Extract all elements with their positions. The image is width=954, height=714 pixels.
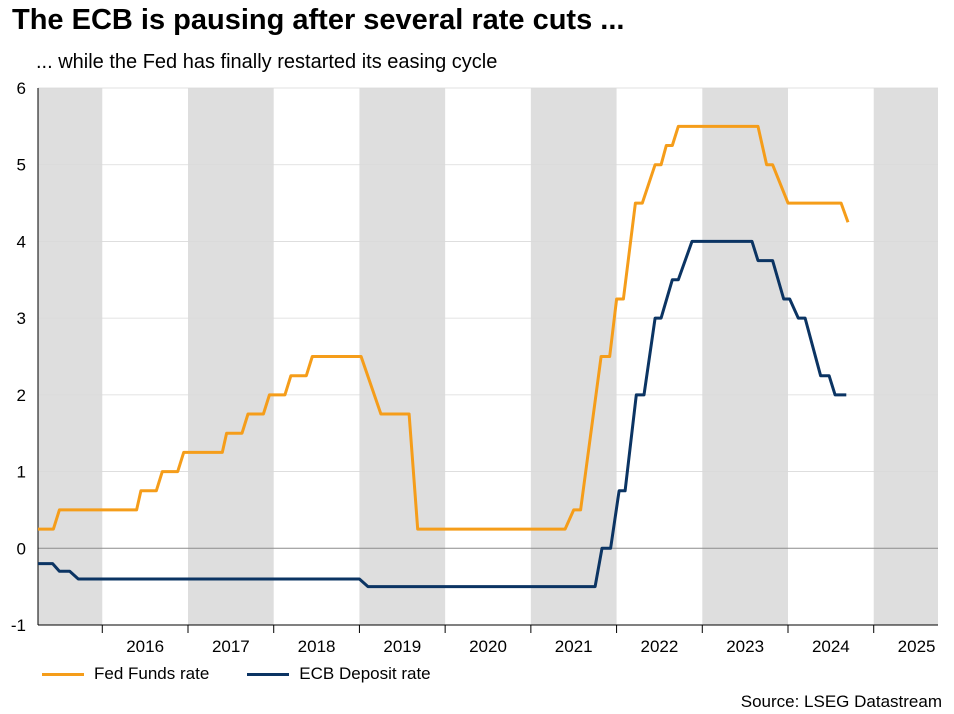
legend-swatch-fed [42,672,84,676]
x-tick-label: 2019 [383,637,421,656]
y-tick-label: 1 [17,463,26,482]
chart-subtitle: ... while the Fed has finally restarted … [36,51,498,73]
x-tick-label: 2020 [469,637,507,656]
year-band-2015 [38,88,103,625]
x-tick-label: 2017 [212,637,250,656]
y-tick-label: 3 [17,309,26,328]
year-band-2023 [702,88,788,625]
legend-swatch-ecb [247,672,290,676]
year-band-2025 [873,88,938,625]
x-tick-label: 2022 [641,637,679,656]
axes [37,88,938,633]
y-tick-label: 2 [17,386,26,405]
y-tick-label: 6 [17,79,26,98]
legend-item-ecb: ECB Deposit rate [247,664,431,684]
year-band-2017 [188,88,274,625]
legend-label-ecb: ECB Deposit rate [299,664,431,683]
ecb-deposit-line [38,239,847,589]
y-tick-label: 4 [17,232,26,251]
x-tick-label: 2025 [898,637,936,656]
gridlines [38,87,938,626]
x-tick-labels: 2016 2017 2018 2019 2020 2021 2022 2023 2024 2025 [126,637,935,656]
x-tick-label: 2023 [726,637,764,656]
source-note: Source: LSEG Datastream [740,692,942,711]
shaded-year-bands [38,88,938,625]
fed-funds-line [38,124,850,531]
series-lines [38,124,850,589]
y-tick-label: -1 [11,616,26,635]
x-tick-label: 2018 [298,637,336,656]
legend-item-fed: Fed Funds rate [42,664,209,684]
y-tick-labels: -1 0 1 2 3 4 5 6 [11,79,26,635]
x-tick-label: 2024 [812,637,850,656]
x-tick-label: 2021 [555,637,593,656]
year-band-2019 [359,88,446,625]
x-tick-label: 2016 [126,637,164,656]
y-tick-label: 5 [17,156,26,175]
y-tick-label: 0 [17,539,26,558]
legend: Fed Funds rate ECB Deposit rate [42,664,469,684]
chart-title: The ECB is pausing after several rate cu… [12,4,625,36]
legend-label-fed: Fed Funds rate [94,664,210,683]
